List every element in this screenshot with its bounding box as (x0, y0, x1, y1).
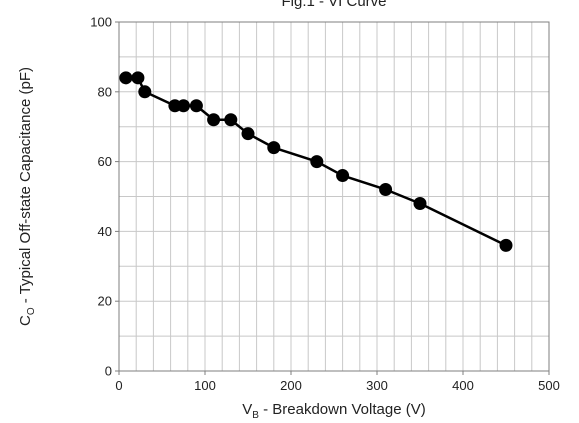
y-tick-label: 100 (90, 15, 112, 30)
data-point (189, 99, 203, 113)
data-point (177, 99, 190, 113)
data-point (138, 85, 152, 99)
x-tick-label: 300 (366, 378, 388, 393)
plot-area-frame (118, 21, 550, 372)
y-tick-label: 60 (98, 154, 112, 169)
chart-title: Fig.1 - VI Curve (281, 0, 386, 10)
x-tick-label: 0 (115, 378, 122, 393)
y-axis-title: CO - Typical Off-state Capacitance (pF) (17, 67, 37, 326)
data-point (336, 169, 350, 183)
x-axis-title-rest: - Breakdown Voltage (V) (259, 401, 426, 418)
x-axis-title: VB - Breakdown Voltage (V) (242, 401, 425, 421)
data-point (310, 155, 324, 169)
data-point (379, 183, 393, 197)
x-tick-label: 100 (194, 378, 216, 393)
y-tick-label: 0 (105, 364, 112, 379)
x-axis-ticks: 0 100 200 300 400 500 (115, 371, 560, 393)
y-axis-title-sub: O (26, 307, 37, 315)
x-axis-title-main: V (242, 401, 252, 418)
series-group (119, 71, 513, 252)
y-axis-title-main: C (17, 315, 34, 326)
y-tick-label: 20 (98, 294, 112, 309)
x-tick-label: 500 (538, 378, 560, 393)
data-point (207, 113, 221, 127)
data-point (119, 71, 133, 85)
x-tick-label: 400 (452, 378, 474, 393)
y-axis-ticks: 0 20 40 60 80 100 (90, 15, 119, 379)
y-tick-label: 40 (98, 224, 112, 239)
data-point (224, 113, 238, 127)
x-axis-title-sub: B (252, 410, 259, 421)
x-tick-label: 200 (280, 378, 302, 393)
data-point (267, 141, 281, 155)
y-axis-title-rest: - Typical Off-state Capacitance (pF) (17, 67, 34, 307)
y-tick-label: 80 (98, 84, 112, 99)
grid (119, 22, 549, 371)
data-point (241, 127, 255, 141)
data-point (499, 238, 513, 252)
data-point (131, 71, 145, 85)
data-point (413, 196, 427, 210)
